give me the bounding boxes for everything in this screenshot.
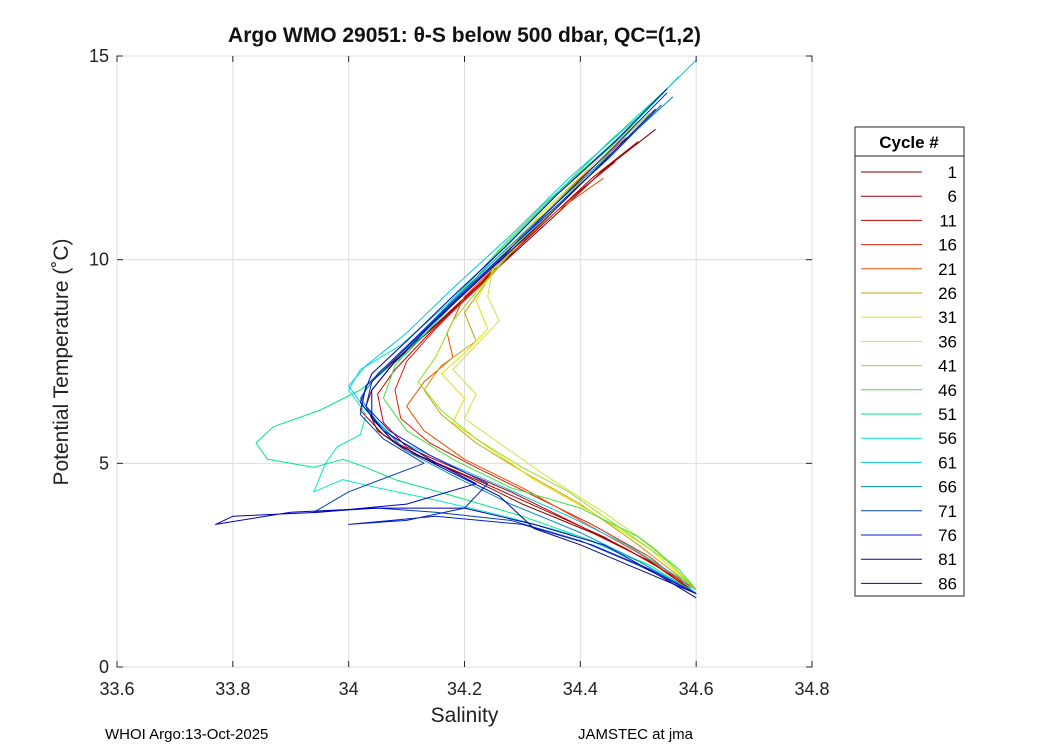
y-axis-label: Potential Temperature (˚C): [50, 238, 73, 486]
x-tick-label: 34.4: [563, 679, 598, 699]
x-axis-ticks: 33.6 33.8 34 34.2 34.4 34.6 34.8: [99, 56, 830, 699]
legend-entry-label: 86: [938, 574, 957, 593]
legend: Cycle # 16111621263136414651566166717681…: [854, 126, 965, 597]
y-axis-ticks: 0 5 10 15: [89, 46, 812, 677]
series-line-cycle-61: [348, 59, 697, 595]
legend-box: [854, 126, 965, 597]
legend-entry-label: 81: [938, 550, 957, 569]
x-tick-label: 34.8: [794, 679, 829, 699]
legend-entry-label: 51: [938, 405, 957, 424]
legend-entry-label: 36: [938, 332, 957, 351]
series-line-cycle-86: [215, 88, 697, 599]
legend-entry-label: 61: [938, 453, 957, 472]
series-line-cycle-11: [377, 161, 697, 591]
x-tick-label: 34: [339, 679, 359, 699]
series-lines: [215, 59, 697, 599]
legend-entry-label: 71: [938, 502, 957, 521]
x-tick-label: 34.6: [679, 679, 714, 699]
chart-title: Argo WMO 29051: θ-S below 500 dbar, QC=(…: [228, 24, 701, 47]
legend-entry-label: 11: [939, 211, 957, 230]
series-line-cycle-46: [382, 124, 697, 590]
legend-entry-label: 46: [938, 381, 957, 400]
x-axis-label: Salinity: [430, 704, 499, 727]
legend-entry-label: 31: [938, 308, 957, 327]
legend-title: Cycle #: [879, 133, 939, 152]
series-line-cycle-81: [371, 108, 697, 595]
x-tick-label: 33.8: [215, 679, 250, 699]
y-tick-label: 5: [99, 453, 109, 473]
y-tick-label: 15: [89, 46, 109, 66]
y-tick-label: 10: [89, 250, 109, 270]
series-line-cycle-21: [406, 177, 697, 591]
legend-entry-label: 76: [938, 526, 957, 545]
x-tick-label: 33.6: [99, 679, 134, 699]
footer-source: WHOI Argo:13-Oct-2025: [105, 726, 269, 743]
y-tick-label: 0: [99, 657, 109, 677]
legend-entry-label: 56: [938, 429, 957, 448]
legend-entry-label: 26: [938, 284, 957, 303]
grid: [116, 55, 813, 668]
footer-credit: JAMSTEC at jma: [578, 726, 694, 743]
legend-entry-label: 16: [938, 236, 957, 255]
legend-entry-label: 6: [948, 187, 957, 206]
series-line-cycle-66: [359, 96, 697, 595]
series-line-cycle-76: [348, 92, 697, 595]
legend-entry-label: 21: [938, 260, 957, 279]
legend-entry-label: 41: [938, 357, 957, 376]
legend-entry-label: 66: [938, 478, 957, 497]
legend-entry-label: 1: [948, 163, 957, 182]
series-line-cycle-71: [313, 104, 697, 595]
x-tick-label: 34.2: [447, 679, 482, 699]
